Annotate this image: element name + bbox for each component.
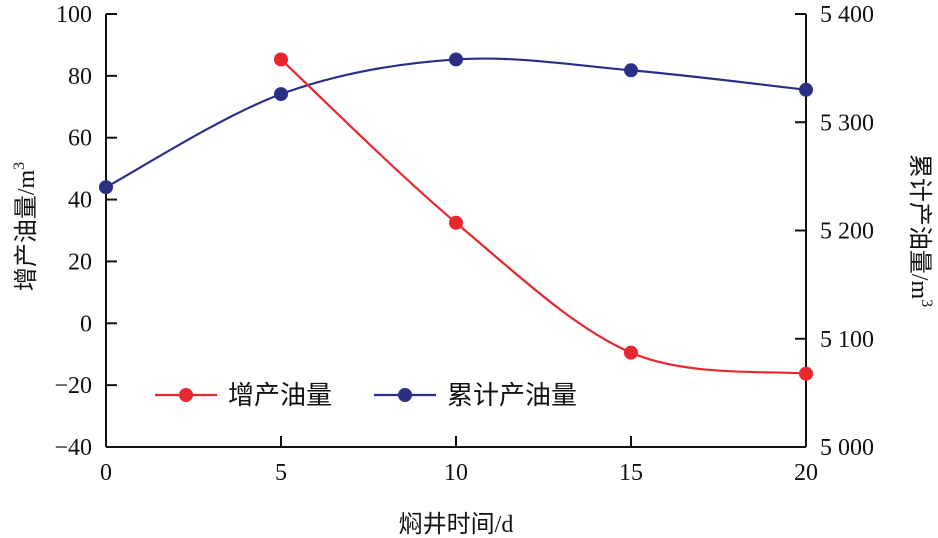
incremental-oil-point: [449, 215, 463, 230]
left-tick-label: −20: [54, 373, 92, 399]
incremental-oil-line: [280, 58, 807, 375]
left-y-axis: −40 −20 0 20 40 60 80 100: [54, 2, 117, 461]
right-y-axis-title: 累计产油量/m3: [906, 154, 935, 307]
left-tick-label: −40: [54, 435, 92, 461]
incremental-oil-point: [274, 52, 288, 67]
right-tick-label: 5 300: [820, 110, 874, 136]
x-tick-label: 10: [444, 460, 468, 486]
cumulative-oil-point: [99, 180, 113, 195]
left-tick-label: 100: [56, 2, 92, 28]
cumulative-oil-point: [449, 52, 463, 67]
incremental-oil-point: [799, 366, 813, 381]
x-tick-label: 5: [275, 460, 287, 486]
axis-labels: 焖井时间/d 增产油量/m3 累计产油量/m3: [11, 154, 935, 538]
legend-incremental-oil-label: 增产油量: [228, 381, 332, 410]
cumulative-oil-line: [105, 57, 807, 189]
left-y-axis-title: 增产油量/m3: [11, 162, 40, 291]
right-tick-label: 5 100: [820, 327, 874, 353]
right-tick-label: 5 000: [820, 435, 874, 461]
left-tick-label: 80: [68, 64, 92, 90]
x-tick-label: 0: [100, 460, 112, 486]
legend-cumulative-oil-label: 累计产油量: [447, 381, 577, 410]
x-axis-title: 焖井时间/d: [399, 511, 514, 538]
legend: 增产油量 累计产油量: [155, 381, 577, 410]
right-tick-label: 5 400: [820, 2, 874, 28]
x-tick-label: 20: [794, 460, 818, 486]
incremental-oil-point: [624, 345, 638, 360]
legend-cumulative-oil-marker: [398, 388, 413, 402]
cumulative-oil-point: [624, 63, 638, 78]
right-y-axis: 5 000 5 100 5 200 5 300 5 400: [795, 2, 874, 461]
cumulative-oil-point: [274, 87, 288, 102]
x-tick-label: 15: [619, 460, 643, 486]
x-axis: 0 5 10 15 20: [100, 436, 818, 486]
left-tick-label: 20: [68, 249, 92, 275]
cumulative-oil-point: [799, 82, 813, 97]
right-tick-label: 5 200: [820, 219, 874, 245]
left-tick-label: 0: [80, 311, 92, 337]
legend-incremental-oil-marker: [179, 388, 193, 402]
left-tick-label: 60: [68, 126, 92, 152]
left-tick-label: 40: [68, 188, 92, 214]
series-layer: [99, 52, 813, 381]
